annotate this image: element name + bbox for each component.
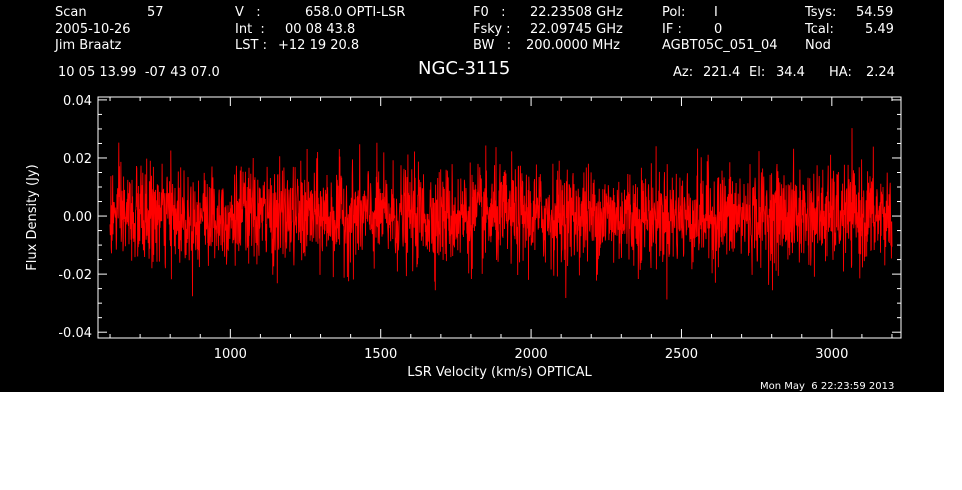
y-axis-label: Flux Density (Jy) xyxy=(25,164,40,270)
hour-angle-label: HA: xyxy=(829,65,852,80)
observation-date: 2005-10-26 xyxy=(55,22,131,37)
x-tick-label: 2500 xyxy=(665,347,698,362)
tcal-label: Tcal: xyxy=(805,22,834,37)
x-tick-label: 2000 xyxy=(515,347,548,362)
pol-value: I xyxy=(714,5,718,20)
plot-frame xyxy=(97,96,902,339)
velocity-label: V : xyxy=(235,5,261,20)
spectrum-trace xyxy=(109,128,893,300)
lst-label: LST : xyxy=(235,38,267,53)
spectrum-chart: 1000 1500 2000 2500 3000 -0.04 -0.02 0.00 0.02 0.… xyxy=(25,94,902,380)
tcal-value: 5.49 xyxy=(865,22,894,37)
fsky-label: Fsky : xyxy=(473,22,511,37)
x-tick-label: 1000 xyxy=(214,347,247,362)
elevation-label: El: xyxy=(749,65,766,80)
bandwidth-label: BW : xyxy=(473,38,512,53)
azimuth-value: 221.4 xyxy=(703,65,741,80)
tsys-value: 54.59 xyxy=(856,5,894,20)
elevation-value: 34.4 xyxy=(776,65,805,80)
x-tick-label: 3000 xyxy=(815,347,848,362)
f0-label: F0 : xyxy=(473,5,506,20)
y-tick-label: 0.00 xyxy=(63,210,92,225)
plot-timestamp: Mon May 6 22:23:59 2013 xyxy=(760,381,895,392)
scan-number: 57 xyxy=(147,5,164,20)
integration-value: 00 08 43.8 xyxy=(285,22,356,37)
integration-label: Int : xyxy=(235,22,265,37)
y-tick-label: -0.02 xyxy=(58,268,92,283)
observer-name: Jim Braatz xyxy=(55,38,122,53)
fsky-value: 22.09745 GHz xyxy=(530,22,623,37)
azimuth-label: Az: xyxy=(673,65,694,80)
y-tick-label: 0.04 xyxy=(63,94,92,109)
project-id: AGBT05C_051_04 xyxy=(662,38,778,53)
tsys-label: Tsys: xyxy=(805,5,837,20)
spectrum-panel: Scan 57 V : 658.0 OPTI-LSR F0 : 22.23508… xyxy=(0,0,944,392)
x-tick-label: 1500 xyxy=(364,347,397,362)
procedure-name: Nod xyxy=(805,38,831,53)
y-tick-label: 0.02 xyxy=(63,152,92,167)
x-axis-label: LSR Velocity (km/s) OPTICAL xyxy=(407,365,592,380)
y-tick-label: -0.04 xyxy=(58,326,92,341)
source-name: NGC-3115 xyxy=(418,58,511,79)
scan-label: Scan xyxy=(55,5,87,20)
source-coordinates: 10 05 13.99 -07 43 07.0 xyxy=(58,65,220,80)
f0-value: 22.23508 GHz xyxy=(530,5,623,20)
pol-label: Pol: xyxy=(662,5,686,20)
if-label: IF : xyxy=(662,22,682,37)
velocity-value: 658.0 OPTI-LSR xyxy=(305,5,406,20)
bandwidth-value: 200.0000 MHz xyxy=(526,38,620,53)
if-value: 0 xyxy=(714,22,723,37)
lst-value: +12 19 20.8 xyxy=(278,38,360,53)
hour-angle-value: 2.24 xyxy=(866,65,895,80)
